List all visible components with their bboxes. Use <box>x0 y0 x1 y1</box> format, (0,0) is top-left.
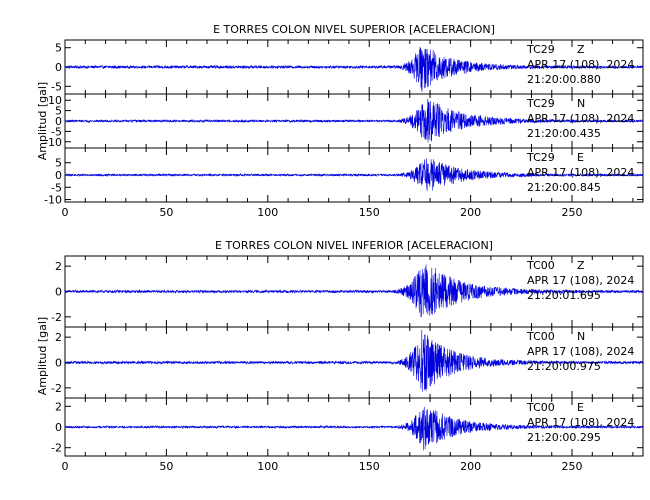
waveform-line <box>64 406 644 451</box>
time-label: 21:20:00.880 <box>527 73 601 86</box>
time-label: 21:20:00.845 <box>527 181 601 194</box>
x-tick-label: 250 <box>562 460 583 473</box>
x-tick-label: 200 <box>460 460 481 473</box>
y-tick-label: -5 <box>51 125 62 138</box>
y-tick-label: -10 <box>44 194 62 207</box>
x-tick-label: 250 <box>562 206 583 219</box>
y-tick-label: 10 <box>48 94 62 107</box>
component-label: E <box>577 401 584 414</box>
date-label: APR 17 (108), 2024 <box>527 112 634 125</box>
y-tick-label: -2 <box>51 382 62 395</box>
y-tick-label: -5 <box>51 181 62 194</box>
station-label: TC29 <box>526 97 555 110</box>
y-tick-label: -5 <box>51 80 62 93</box>
y-tick-label: 2 <box>55 260 62 273</box>
time-label: 21:20:00.295 <box>527 431 601 444</box>
station-label: TC00 <box>526 401 555 414</box>
y-tick-label: 0 <box>55 286 62 299</box>
waveform-line <box>64 329 644 392</box>
component-label: N <box>577 97 585 110</box>
y-tick-label: 0 <box>55 115 62 128</box>
component-label: Z <box>577 43 585 56</box>
y-tick-label: 0 <box>55 169 62 182</box>
component-label: E <box>577 151 584 164</box>
y-tick-label: 5 <box>55 105 62 118</box>
component-label: Z <box>577 259 585 272</box>
x-tick-label: 150 <box>359 460 380 473</box>
component-label: N <box>577 330 585 343</box>
chart-title: E TORRES COLON NIVEL SUPERIOR [ACELERACI… <box>213 23 495 36</box>
station-label: TC29 <box>526 43 555 56</box>
waveform-line <box>64 158 644 191</box>
station-label: TC29 <box>526 151 555 164</box>
y-tick-label: 2 <box>55 331 62 344</box>
y-tick-label: 2 <box>55 400 62 413</box>
y-tick-label: 5 <box>55 157 62 170</box>
y-tick-label: -10 <box>44 136 62 149</box>
date-label: APR 17 (108), 2024 <box>527 345 634 358</box>
y-tick-label: 0 <box>55 61 62 74</box>
y-axis-label: Amplitud [gal] <box>36 82 49 160</box>
x-tick-label: 200 <box>460 206 481 219</box>
y-tick-label: 0 <box>55 357 62 370</box>
waveform-line <box>64 264 644 318</box>
x-tick-label: 50 <box>159 460 173 473</box>
y-axis-label: Amplitud [gal] <box>36 317 49 395</box>
y-tick-label: -2 <box>51 442 62 455</box>
x-tick-label: 150 <box>359 206 380 219</box>
y-tick-label: -2 <box>51 311 62 324</box>
x-tick-label: 100 <box>257 460 278 473</box>
time-label: 21:20:00.975 <box>527 360 601 373</box>
date-label: APR 17 (108), 2024 <box>527 416 634 429</box>
date-label: APR 17 (108), 2024 <box>527 166 634 179</box>
time-label: 21:20:00.435 <box>527 127 601 140</box>
date-label: APR 17 (108), 2024 <box>527 274 634 287</box>
y-tick-label: 0 <box>55 421 62 434</box>
x-tick-label: 100 <box>257 206 278 219</box>
y-tick-label: 5 <box>55 42 62 55</box>
station-label: TC00 <box>526 259 555 272</box>
x-tick-label: 50 <box>159 206 173 219</box>
time-label: 21:20:01.695 <box>527 289 601 302</box>
waveform-line <box>64 46 644 92</box>
chart-title: E TORRES COLON NIVEL INFERIOR [ACELERACI… <box>215 239 493 252</box>
station-label: TC00 <box>526 330 555 343</box>
x-tick-label: 0 <box>62 206 69 219</box>
date-label: APR 17 (108), 2024 <box>527 58 634 71</box>
waveform-line <box>64 98 644 143</box>
x-tick-label: 0 <box>62 460 69 473</box>
